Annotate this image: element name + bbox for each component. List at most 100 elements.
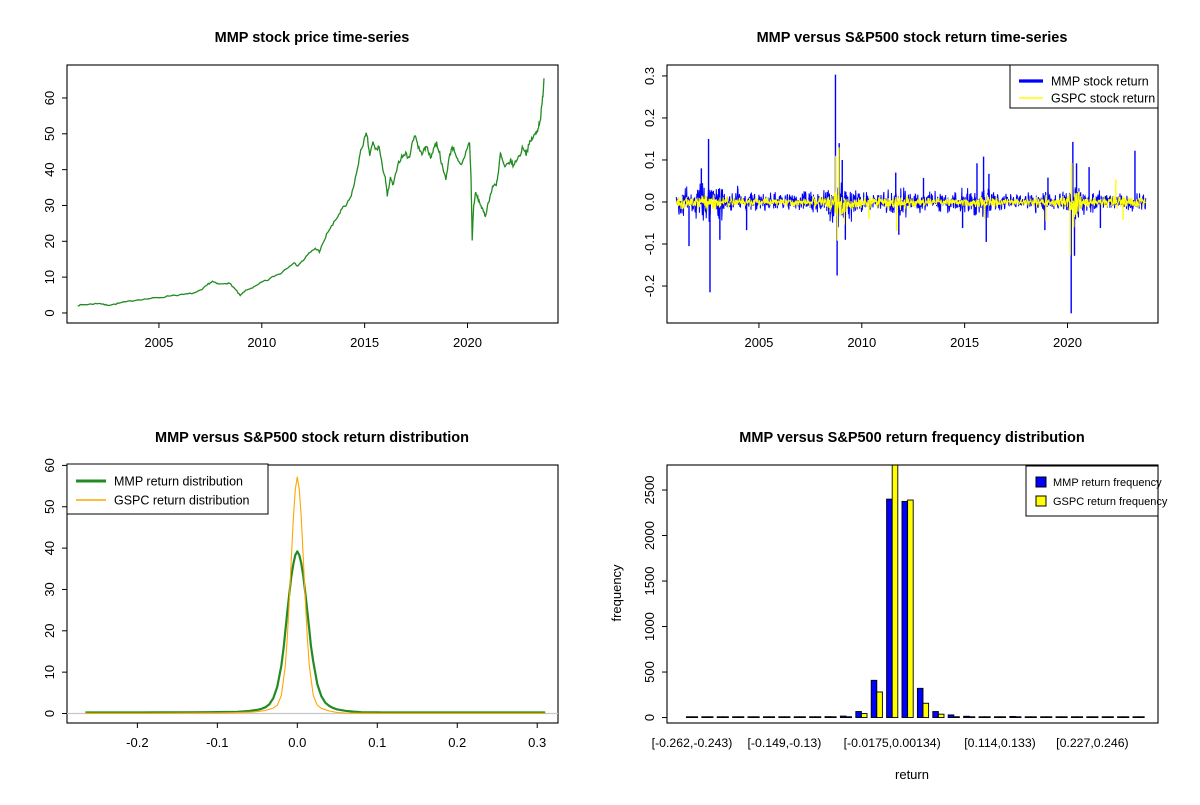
legend-label-mmp-density: MMP return distribution: [114, 475, 243, 489]
frequency-bar: [824, 716, 832, 718]
frequency-bar: [1030, 716, 1037, 718]
frequency-bar: [876, 691, 883, 718]
frequency-bar: [778, 716, 785, 718]
frequency-bar: [1009, 715, 1016, 718]
frequency-bar: [1101, 716, 1109, 718]
x-tick-label: 0.1: [368, 735, 386, 750]
frequency-legend: MMP return frequency GSPC return frequen…: [1025, 465, 1168, 517]
plot-box: [66, 464, 559, 724]
bin-label: [-0.262,-0.243): [652, 736, 733, 750]
frequency-bar: [891, 464, 899, 718]
frequency-bar: [953, 716, 960, 718]
frequency-bar: [963, 715, 970, 718]
y-tick-label: 60: [42, 91, 57, 105]
frequency-bar: [947, 714, 955, 718]
y-tick-label: 20: [42, 234, 57, 248]
legend-label-mmp-frequency: MMP return frequency: [1053, 477, 1162, 489]
frequency-bar: [1138, 716, 1145, 718]
frequency-bar: [737, 716, 745, 718]
y-tick-label: 500: [642, 661, 657, 683]
frequency-bar: [701, 716, 708, 718]
y-tick-label: 0: [642, 714, 657, 721]
frequency-bar: [907, 499, 914, 718]
x-tick-label: 2020: [1053, 335, 1082, 350]
legend-label-gspc-density: GSPC return distribution: [114, 494, 250, 508]
frequency-bar: [922, 702, 930, 718]
bin-label: [-0.0175,0.00134): [844, 736, 941, 750]
frequency-bar: [901, 500, 909, 718]
y-tick-label: 2000: [642, 521, 657, 550]
x-tick-label: 2010: [247, 335, 276, 350]
frequency-bar: [870, 679, 878, 718]
bin-label: [-0.149,-0.13): [747, 736, 821, 750]
frequency-bar: [1070, 716, 1078, 718]
y-tick-label: 10: [42, 270, 57, 284]
panel-price-title: MMP stock price time-series: [215, 30, 410, 46]
panel-price-timeseries: MMP stock price time-series 2005 2010 2015…: [42, 30, 559, 350]
density-curve: [85, 550, 546, 714]
frequency-bar: [937, 713, 945, 718]
y-tick-label: 60: [42, 458, 57, 472]
frequency-xaxis-name: return: [895, 767, 929, 782]
frequency-yaxis-name: frequency: [609, 564, 624, 622]
y-tick-label: 0.1: [642, 151, 657, 169]
frequency-bar: [968, 716, 976, 718]
frequency-bar: [839, 715, 847, 718]
frequency-bar: [747, 716, 755, 718]
frequency-bar: [722, 716, 729, 718]
frequency-bar: [1014, 716, 1022, 718]
frequency-bar: [1132, 716, 1140, 718]
y-tick-label: 0.3: [642, 67, 657, 85]
frequency-bar: [799, 716, 806, 718]
x-tick-label: -0.2: [126, 735, 148, 750]
frequency-bar: [1024, 716, 1032, 718]
x-tick-label: 2020: [453, 335, 482, 350]
frequency-bar: [753, 716, 760, 718]
frequency-bar: [1040, 716, 1047, 718]
x-tick-label: 2015: [350, 335, 379, 350]
density-legend: MMP return distribution GSPC return dist…: [66, 463, 269, 515]
frequency-bar: [1055, 716, 1063, 718]
price-line: [77, 78, 545, 307]
bin-label: [0.114,0.133): [964, 736, 1036, 750]
panel-returns-title: MMP versus S&P500 stock return time-seri…: [757, 30, 1068, 46]
frequency-bar: [932, 711, 939, 718]
frequency-bar: [706, 716, 714, 718]
x-tick-label: 0.3: [528, 735, 546, 750]
returns-legend: MMP stock return GSPC stock return: [1009, 64, 1159, 109]
frequency-bar: [732, 716, 739, 718]
frequency-bar: [1086, 716, 1093, 718]
frequency-bar: [1117, 716, 1124, 718]
y-tick-label: 20: [42, 624, 57, 638]
y-tick-label: 40: [42, 541, 57, 555]
legend-label-mmp-return: MMP stock return: [1051, 75, 1149, 89]
frequency-bar: [1045, 716, 1053, 718]
panel-return-timeseries: MMP versus S&P500 stock return time-seri…: [642, 30, 1159, 350]
frequency-bar: [793, 716, 801, 718]
x-tick-label: 2010: [847, 335, 876, 350]
panel-return-distribution: MMP versus S&P500 stock return distribut…: [42, 430, 559, 750]
frequency-bar: [716, 716, 724, 718]
legend-label-gspc-return: GSPC stock return: [1051, 92, 1155, 106]
plot-box: [66, 64, 559, 324]
frequency-bar: [1107, 716, 1114, 718]
x-tick-label: -0.1: [206, 735, 228, 750]
frequency-bar: [1061, 716, 1068, 718]
y-tick-label: 10: [42, 665, 57, 679]
x-tick-label: 2015: [950, 335, 979, 350]
panel-frequency-plot-area: [-0.262,-0.243) [-0.149,-0.13) [-0.0175,0.…: [642, 464, 1159, 750]
frequency-bar: [845, 716, 853, 718]
panel-frequency-title: MMP versus S&P500 return frequency distr…: [739, 430, 1084, 446]
legend-swatch-mmp-frequency: [1035, 476, 1047, 488]
frequency-bar: [1091, 716, 1099, 718]
legend-swatch-gspc-frequency: [1035, 495, 1047, 507]
frequency-bar: [993, 716, 1001, 718]
frequency-bar: [768, 716, 776, 718]
density-legend-box: [66, 463, 269, 515]
panel-density-title: MMP versus S&P500 stock return distribut…: [155, 430, 469, 446]
x-tick-label: 0.2: [448, 735, 466, 750]
x-tick-label: 2005: [744, 335, 773, 350]
panel-returns-plot-area: 2005 2010 2015 2020 -0.2 -0.1 0.0 0.1 0.2 0.3: [642, 64, 1159, 350]
